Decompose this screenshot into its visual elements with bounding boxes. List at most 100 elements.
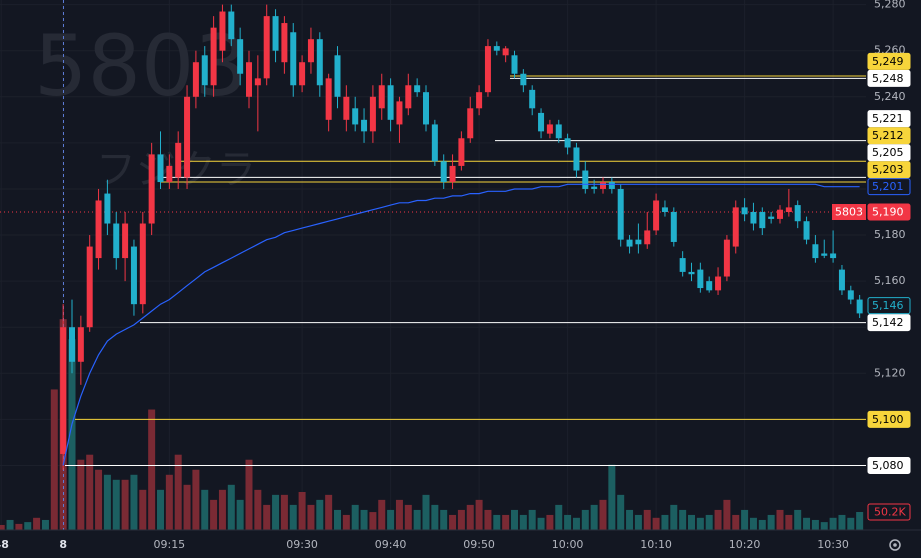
- volume-bar: [440, 509, 448, 530]
- candle-body: [361, 119, 368, 132]
- candle-body: [69, 327, 75, 362]
- candle-body: [60, 327, 67, 454]
- volume-bar: [519, 514, 527, 530]
- x-tick-label: 09:15: [153, 538, 185, 551]
- candle-body: [192, 62, 199, 97]
- volume-bar: [820, 522, 828, 530]
- volume-bar: [6, 519, 14, 530]
- volume-bar: [847, 517, 855, 530]
- y-tick-label: 5,240: [874, 90, 906, 103]
- candle-body: [113, 223, 120, 259]
- candle-body: [77, 327, 84, 362]
- price-label: 5,249: [872, 55, 904, 68]
- candle-body: [529, 89, 536, 109]
- x-tick-label: 09:40: [375, 538, 407, 551]
- volume-bar: [121, 479, 129, 530]
- candle-body: [343, 96, 350, 120]
- x-tick-label: 48: [0, 538, 9, 551]
- volume-bar: [803, 517, 811, 530]
- volume-bar: [794, 509, 802, 530]
- volume-bar: [254, 489, 262, 530]
- price-label: 5,201: [872, 180, 904, 193]
- volume-bar: [431, 504, 439, 530]
- y-tick-label: 5,280: [874, 0, 906, 11]
- candle-body: [254, 78, 261, 86]
- volume-label-box: [867, 503, 911, 521]
- volume-bar: [183, 484, 191, 530]
- candle-body: [670, 212, 677, 242]
- volume-bar: [688, 514, 695, 530]
- volume-bar: [466, 504, 474, 530]
- volume-bar: [139, 489, 147, 530]
- volume-bar: [555, 504, 563, 530]
- candle-body: [785, 207, 792, 212]
- candle-body: [644, 230, 651, 245]
- candle-body: [582, 170, 589, 189]
- volume-bar: [165, 474, 173, 530]
- price-label-box: [867, 69, 911, 87]
- volume-bar: [86, 454, 94, 530]
- price-label-box: [867, 410, 911, 428]
- candle-body: [830, 253, 837, 259]
- candle-body: [316, 39, 323, 86]
- volume-bar: [581, 509, 589, 530]
- y-tick-label: 5,120: [874, 366, 906, 379]
- candle-body: [706, 281, 713, 291]
- ma-layer: [62, 183, 860, 466]
- price-label: 5,080: [872, 459, 904, 472]
- volume-bar: [263, 504, 271, 530]
- volume-bar: [0, 524, 5, 530]
- volume-bar: [95, 469, 103, 530]
- volume-bar: [236, 499, 244, 530]
- candle-body: [95, 200, 102, 259]
- candle-body: [626, 239, 633, 247]
- candle-body: [856, 299, 863, 314]
- volume-bar: [643, 509, 651, 530]
- volume-bar: [360, 509, 368, 530]
- candle-body: [334, 55, 341, 97]
- candle-body: [325, 78, 332, 120]
- volume-bar: [608, 464, 616, 530]
- candle-body: [184, 96, 191, 178]
- candle-body: [458, 138, 465, 166]
- candle-body: [591, 186, 598, 189]
- volume-bar: [776, 509, 784, 530]
- candle-body: [715, 276, 722, 291]
- price-label: 5,100: [872, 413, 904, 426]
- volume-bar: [811, 519, 819, 530]
- candles-layer: [60, 4, 863, 471]
- x-tick-label: 10:20: [729, 538, 761, 551]
- volume-bar: [829, 517, 837, 530]
- volume-bar: [475, 499, 483, 530]
- candle-body: [493, 46, 500, 51]
- candle-body: [396, 101, 403, 125]
- price-label-box: [867, 161, 911, 179]
- price-label: 5,190: [872, 206, 904, 219]
- candle-body: [431, 124, 438, 162]
- candle-body: [210, 27, 217, 86]
- price-label: 5,212: [872, 129, 904, 142]
- candle-body: [821, 253, 828, 256]
- volume-bar: [413, 509, 421, 530]
- settings-icon[interactable]: [889, 539, 901, 551]
- candle-body: [378, 85, 385, 109]
- candle-body: [600, 182, 606, 189]
- volume-bar: [387, 509, 395, 530]
- volume-bar: [785, 514, 793, 530]
- x-tick-label: 8: [59, 538, 67, 551]
- candle-body: [201, 55, 208, 86]
- volume-bar: [741, 509, 749, 530]
- candle-body: [299, 62, 306, 86]
- candle-body: [573, 147, 580, 171]
- volume-bar: [404, 504, 412, 530]
- candle-body: [732, 207, 739, 247]
- volume-bar: [599, 499, 607, 530]
- candle-body: [122, 223, 129, 259]
- price-label-box: [867, 110, 911, 128]
- candle-body: [86, 246, 93, 328]
- volume-bar: [670, 504, 678, 530]
- price-axis: [866, 0, 921, 530]
- volume-bar: [493, 514, 501, 530]
- price-label-box: [867, 52, 911, 70]
- candle-body: [688, 271, 695, 275]
